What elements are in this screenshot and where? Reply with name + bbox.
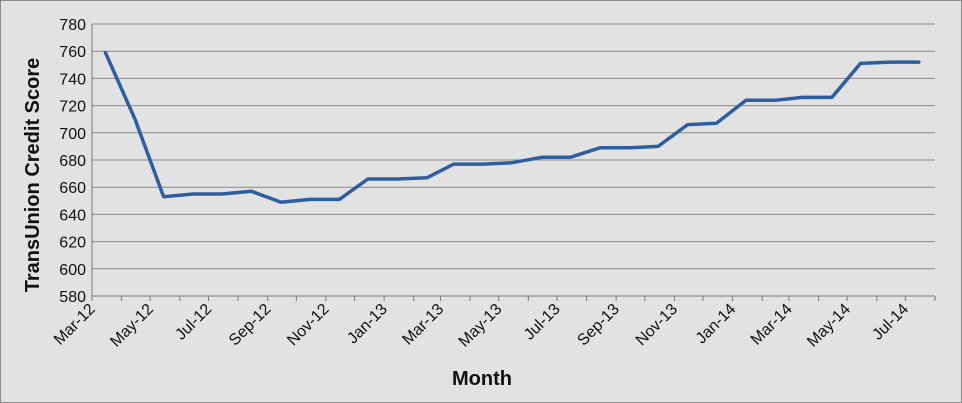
y-tick-label-740: 740: [59, 71, 86, 88]
y-tick-label-640: 640: [59, 207, 86, 224]
x-tick-label-Sep-12: Sep-12: [226, 301, 275, 350]
x-tick-label-May-14: May-14: [804, 301, 854, 351]
x-tick-labels: Mar-12 May-12 Jul-12 Sep-12 Nov-12 Jan-13 Mar-…: [51, 301, 912, 351]
x-tick-label-Jan-14: Jan-14: [693, 301, 740, 348]
y-tick-label-780: 780: [59, 17, 86, 34]
x-tick-label-Mar-14: Mar-14: [748, 301, 796, 349]
x-tick-label-May-12: May-12: [107, 301, 157, 351]
y-tick-label-660: 660: [59, 180, 86, 197]
y-tick-label-600: 600: [59, 262, 86, 279]
y-tick-label-760: 760: [59, 44, 86, 61]
y-tick-label-680: 680: [59, 153, 86, 170]
x-tick-label-Nov-12: Nov-12: [284, 301, 333, 350]
y-tick-label-720: 720: [59, 99, 86, 116]
y-tick-label-620: 620: [59, 235, 86, 252]
y-tick-label-700: 700: [59, 126, 86, 143]
x-tick-label-Jul-14: Jul-14: [869, 301, 912, 344]
y-tick-labels: 580 600 620 640 660 680 700 720 740 760 780: [59, 17, 86, 306]
x-axis-title: Month: [452, 368, 512, 390]
gridlines: [92, 23, 935, 270]
axes: [91, 24, 936, 301]
x-tick-label-Jul-12: Jul-12: [172, 301, 215, 344]
x-tick-label-May-13: May-13: [456, 301, 506, 351]
x-tick-label-Jul-13: Jul-13: [521, 301, 564, 344]
y-axis-title: TransUnion Credit Score: [22, 58, 44, 293]
series-layer: [103, 50, 921, 204]
x-tick-label-Mar-13: Mar-13: [399, 301, 447, 349]
x-tick-label-Jan-13: Jan-13: [344, 301, 391, 348]
x-tick-label-Sep-13: Sep-13: [574, 301, 623, 350]
series-line-0: [103, 50, 921, 204]
x-tick-label-Nov-13: Nov-13: [633, 301, 682, 350]
y-tick-label-580: 580: [59, 289, 86, 306]
x-tick-label-Mar-12: Mar-12: [51, 301, 99, 349]
